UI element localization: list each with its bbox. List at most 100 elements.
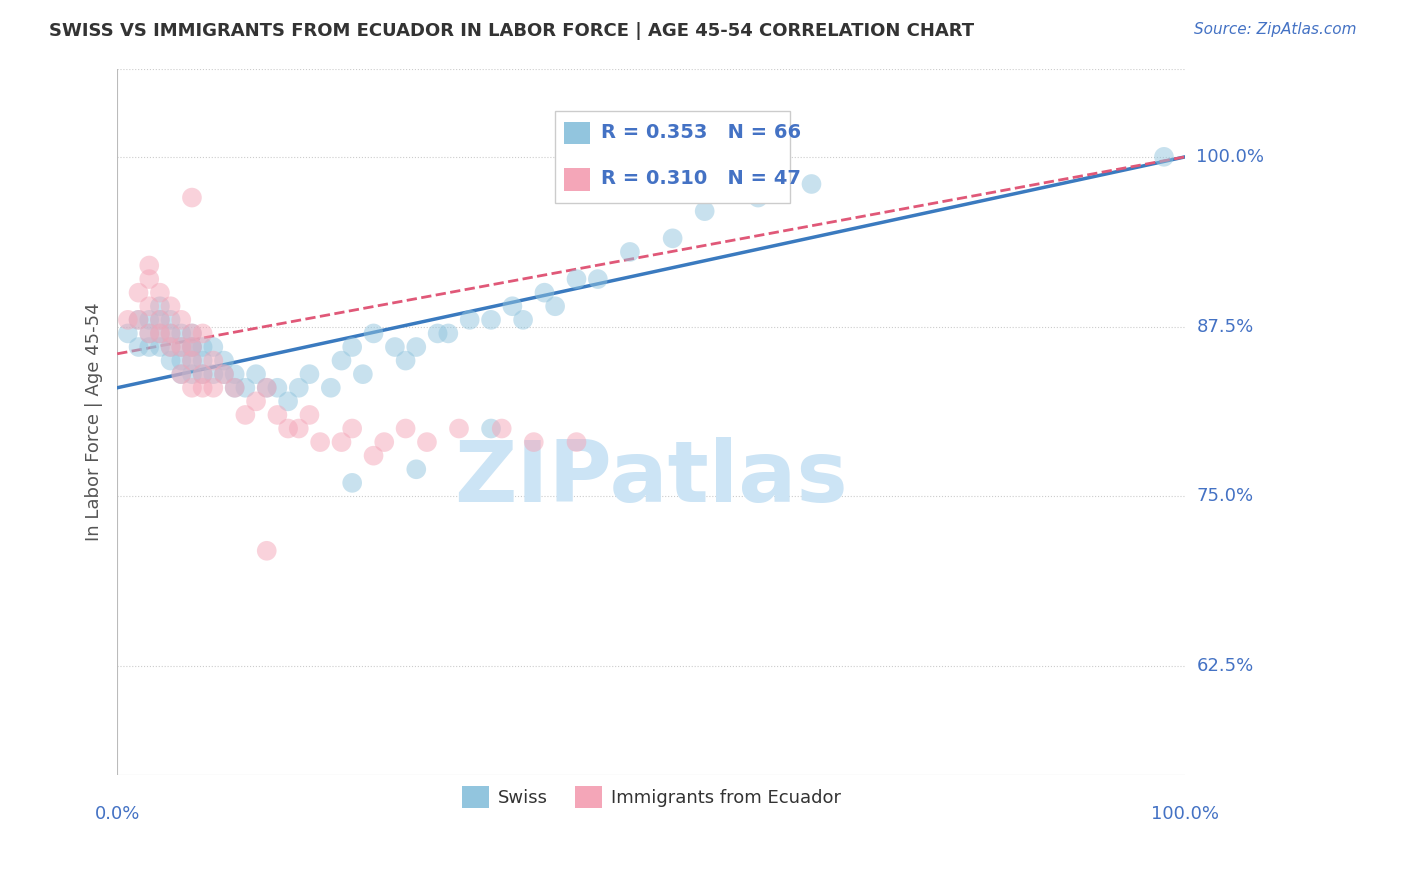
Point xyxy=(117,326,139,341)
Point xyxy=(437,326,460,341)
Point xyxy=(586,272,609,286)
Point xyxy=(191,367,214,381)
Text: 0.0%: 0.0% xyxy=(94,805,139,823)
Point xyxy=(191,353,214,368)
Point xyxy=(138,340,160,354)
Point xyxy=(202,367,225,381)
Point xyxy=(224,367,246,381)
Point xyxy=(138,259,160,273)
Point xyxy=(384,340,406,354)
Point xyxy=(159,326,181,341)
Point xyxy=(394,353,416,368)
Point xyxy=(202,353,225,368)
Point xyxy=(266,381,288,395)
Point xyxy=(128,313,150,327)
Point xyxy=(298,367,321,381)
Point xyxy=(288,421,311,435)
Point xyxy=(138,326,160,341)
Point xyxy=(181,353,204,368)
Text: SWISS VS IMMIGRANTS FROM ECUADOR IN LABOR FORCE | AGE 45-54 CORRELATION CHART: SWISS VS IMMIGRANTS FROM ECUADOR IN LABO… xyxy=(49,22,974,40)
Point xyxy=(544,299,567,313)
Point xyxy=(138,299,160,313)
Point xyxy=(523,435,546,450)
Point xyxy=(512,313,534,327)
Point xyxy=(352,367,374,381)
Point xyxy=(212,367,235,381)
Point xyxy=(277,421,299,435)
Point xyxy=(479,421,502,435)
Point xyxy=(181,326,204,341)
Point xyxy=(319,381,342,395)
Point xyxy=(159,340,181,354)
Point xyxy=(138,272,160,286)
Point xyxy=(224,381,246,395)
Point xyxy=(479,313,502,327)
Point xyxy=(159,299,181,313)
Point xyxy=(565,272,588,286)
Point xyxy=(1153,150,1175,164)
Point xyxy=(373,435,395,450)
Point xyxy=(138,313,160,327)
Point xyxy=(224,381,246,395)
Point xyxy=(747,190,769,204)
Point xyxy=(405,340,427,354)
Point xyxy=(245,394,267,409)
Point xyxy=(159,340,181,354)
Point xyxy=(288,381,311,395)
Point xyxy=(416,435,439,450)
Point xyxy=(149,326,172,341)
Point xyxy=(149,313,172,327)
FancyBboxPatch shape xyxy=(564,168,591,191)
Text: 87.5%: 87.5% xyxy=(1197,318,1254,335)
Point xyxy=(181,340,204,354)
Text: ZIPatlas: ZIPatlas xyxy=(454,437,848,520)
Point xyxy=(170,326,193,341)
Point xyxy=(159,313,181,327)
Point xyxy=(170,367,193,381)
Point xyxy=(235,381,257,395)
FancyBboxPatch shape xyxy=(555,111,790,202)
Text: 62.5%: 62.5% xyxy=(1197,657,1254,675)
Point xyxy=(426,326,449,341)
Point xyxy=(117,313,139,327)
Point xyxy=(191,381,214,395)
FancyBboxPatch shape xyxy=(564,121,591,145)
Point xyxy=(800,177,823,191)
Point xyxy=(501,299,523,313)
Point xyxy=(138,326,160,341)
Point xyxy=(170,340,193,354)
Point xyxy=(235,408,257,422)
Point xyxy=(458,313,481,327)
Point xyxy=(149,285,172,300)
Text: Source: ZipAtlas.com: Source: ZipAtlas.com xyxy=(1194,22,1357,37)
Point xyxy=(181,340,204,354)
Point xyxy=(256,381,278,395)
Y-axis label: In Labor Force | Age 45-54: In Labor Force | Age 45-54 xyxy=(86,302,103,541)
Point xyxy=(340,421,363,435)
Point xyxy=(191,326,214,341)
Point xyxy=(256,543,278,558)
Point xyxy=(266,408,288,422)
Point xyxy=(202,340,225,354)
Point xyxy=(170,367,193,381)
Point xyxy=(491,421,513,435)
Point xyxy=(181,190,204,204)
Point xyxy=(149,326,172,341)
Point xyxy=(181,326,204,341)
Point xyxy=(149,299,172,313)
Text: 100.0%: 100.0% xyxy=(1197,148,1264,166)
Point xyxy=(363,449,385,463)
Point xyxy=(533,285,555,300)
Point xyxy=(181,353,204,368)
Point xyxy=(159,326,181,341)
Point xyxy=(661,231,683,245)
Point xyxy=(256,381,278,395)
Point xyxy=(245,367,267,381)
Point xyxy=(212,367,235,381)
Text: 100.0%: 100.0% xyxy=(1152,805,1219,823)
Point xyxy=(330,353,353,368)
Point xyxy=(619,244,641,259)
Point xyxy=(181,381,204,395)
Point xyxy=(330,435,353,450)
Point xyxy=(447,421,470,435)
